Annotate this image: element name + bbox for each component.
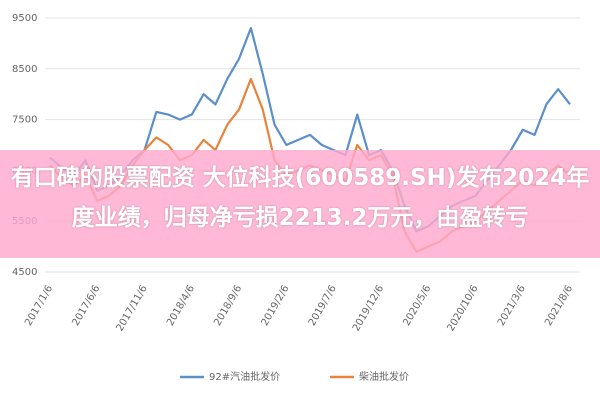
y-tick-label: 9500 <box>12 13 37 24</box>
x-tick-label: 2018/9/6 <box>212 284 244 328</box>
y-tick-label: 7500 <box>12 115 37 126</box>
x-tick-label: 2017/1/6 <box>23 284 55 328</box>
x-tick-label: 2017/6/6 <box>70 284 102 328</box>
x-tick-label: 2019/7/6 <box>307 284 339 328</box>
x-tick-label: 2021/3/6 <box>496 284 528 328</box>
x-tick-label: 2017/11/6 <box>115 284 150 334</box>
x-tick-label: 2020/10/6 <box>445 284 480 334</box>
legend-label: 柴油批发价 <box>359 370 409 383</box>
x-tick-label: 2021/8/6 <box>543 284 575 328</box>
x-tick-label: 2018/4/6 <box>165 284 197 328</box>
y-tick-label: 8500 <box>12 64 37 75</box>
x-tick-label: 2019/2/6 <box>260 284 292 328</box>
x-tick-label: 2019/12/6 <box>351 284 386 334</box>
y-tick-label: 4500 <box>12 267 37 278</box>
legend-label: 92#汽油批发价 <box>209 370 280 383</box>
x-tick-label: 2020/5/6 <box>401 284 433 328</box>
overlay-banner: 有口碑的股票配资 大位科技(600589.SH)发布2024年度业绩，归母净亏损… <box>0 150 600 258</box>
